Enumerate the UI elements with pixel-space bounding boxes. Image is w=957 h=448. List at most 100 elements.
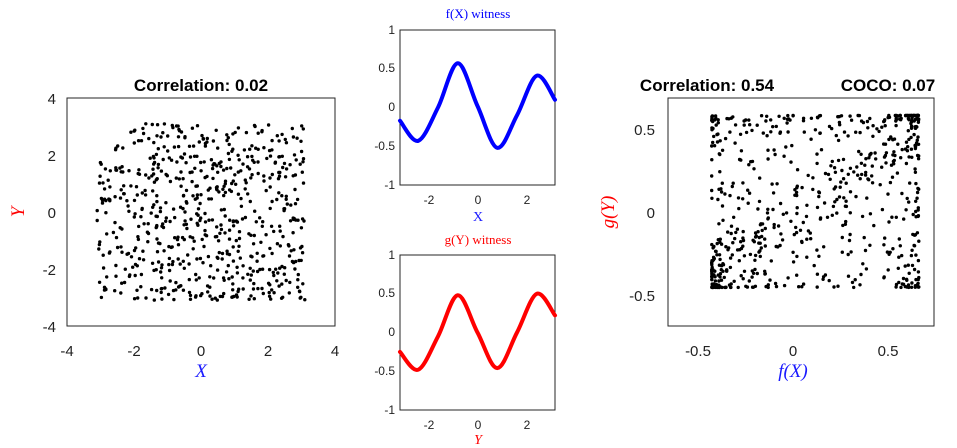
scatter-xy-point [175,160,179,164]
scatter-xy-point [168,219,172,224]
scatter-xy-point [176,124,180,128]
scatter-xy-point [146,231,151,236]
scatter-xy-point [146,240,150,244]
scatter-fg-point [765,211,770,215]
scatter-fg-point [716,118,720,122]
scatter-xy-point [188,170,192,175]
scatter-xy-point [202,160,206,164]
scatter-xy-point [252,233,256,238]
scatter-fg-point [720,285,724,290]
scatter-xy-point [241,287,245,291]
scatter-xy-point [159,287,163,291]
scatter-xy-point [234,182,238,186]
scatter-fg-point [738,132,743,136]
scatter-fg-point [745,285,750,289]
scatter-fg-point [880,207,885,212]
scatter-xy-point [175,237,180,242]
scatter-fg-point [826,172,831,177]
scatter-fg-point [907,271,911,275]
scatter-xy-point [155,214,159,219]
scatter-fg-point [754,234,758,238]
scatter-fg-point [798,228,803,232]
scatter-xy-point [213,235,218,239]
scatter-xy-point [139,139,144,143]
scatter-fg-point [856,173,860,177]
scatter-xy-point [216,239,221,243]
scatter-xy-xtick: 4 [331,343,339,360]
scatter-xy-point [284,141,289,145]
scatter-fg-point [840,250,844,254]
scatter-xy-point [162,122,167,126]
scatter-xy-point [235,265,239,269]
scatter-xy-point [118,226,122,230]
scatter-xy-point [127,209,131,213]
scatter-fg-point [758,176,762,180]
scatter-xy-point [280,154,284,158]
scatter-xy-point [113,289,117,293]
scatter-xy-point [261,291,265,296]
scatter-xy-point [296,218,300,222]
scatter-fg-point [747,191,752,195]
scatter-xy-point [165,174,169,178]
scatter-xy-point [141,258,146,262]
scatter-xy-point [231,224,236,228]
scatter-xy-point [152,203,156,207]
scatter-xy-point [273,161,277,165]
scatter-xy-point [217,190,221,194]
scatter-fg-point [720,181,724,185]
scatter-fg-point [723,136,728,141]
scatter-fg-xtick: -0.5 [685,343,711,360]
scatter-xy-point [215,268,220,272]
scatter-fg-point [863,163,867,167]
scatter-fg-point [913,117,918,122]
scatter-xy-point [201,136,205,141]
scatter-xy-point [133,212,137,216]
scatter-fg-point [791,113,795,118]
scatter-xy-point [170,262,175,267]
scatter-xy-point [164,216,168,220]
scatter-fg-point [726,248,730,252]
scatter-xy-xtick: 0 [197,343,205,360]
scatter-fg-point [721,269,725,273]
scatter-fg-point [717,279,721,283]
scatter-xy-point [118,166,122,170]
scatter-xy-point [121,146,125,150]
scatter-fg-point [909,126,914,130]
scatter-xy-point [139,272,144,277]
scatter-fg-point [792,232,796,237]
scatter-fg-point [828,177,832,181]
fx-witness-curve [398,61,557,150]
scatter-fg-point [815,248,819,252]
scatter-fg-point [716,197,720,202]
scatter-fg-ytick: -0.5 [629,288,655,305]
scatter-fg-point [753,284,758,288]
scatter-xy-point [149,211,153,215]
scatter-fg-point [916,118,921,123]
scatter-xy-point [199,193,203,197]
scatter-xy-point [293,187,297,192]
scatter-xy-point [164,201,168,205]
scatter-fg-point [913,145,918,149]
scatter-fg-point [763,269,767,273]
scatter-fg-point [731,241,735,245]
scatter-fg-point [724,268,729,273]
scatter-fg-point [809,116,814,121]
scatter-xy-point [278,229,282,233]
scatter-xy-point [206,290,210,294]
scatter-fg-point [753,231,758,235]
scatter-fg-point [846,274,851,278]
scatter-fg-point [718,257,722,262]
scatter-fg-point [858,283,862,287]
scatter-fg-point [741,277,745,281]
scatter-fg-point [758,254,762,259]
scatter-fg-point [859,272,863,277]
scatter-xy-point [132,129,136,133]
scatter-xy-point [298,162,302,166]
scatter-fg-point [914,209,918,214]
scatter-xy-point [167,268,172,273]
scatter-fg-point [711,285,716,290]
scatter-fg-point [717,253,722,257]
scatter-fg-point [883,124,887,128]
scatter-fg-point [778,131,782,135]
scatter-xy-point [278,170,282,175]
